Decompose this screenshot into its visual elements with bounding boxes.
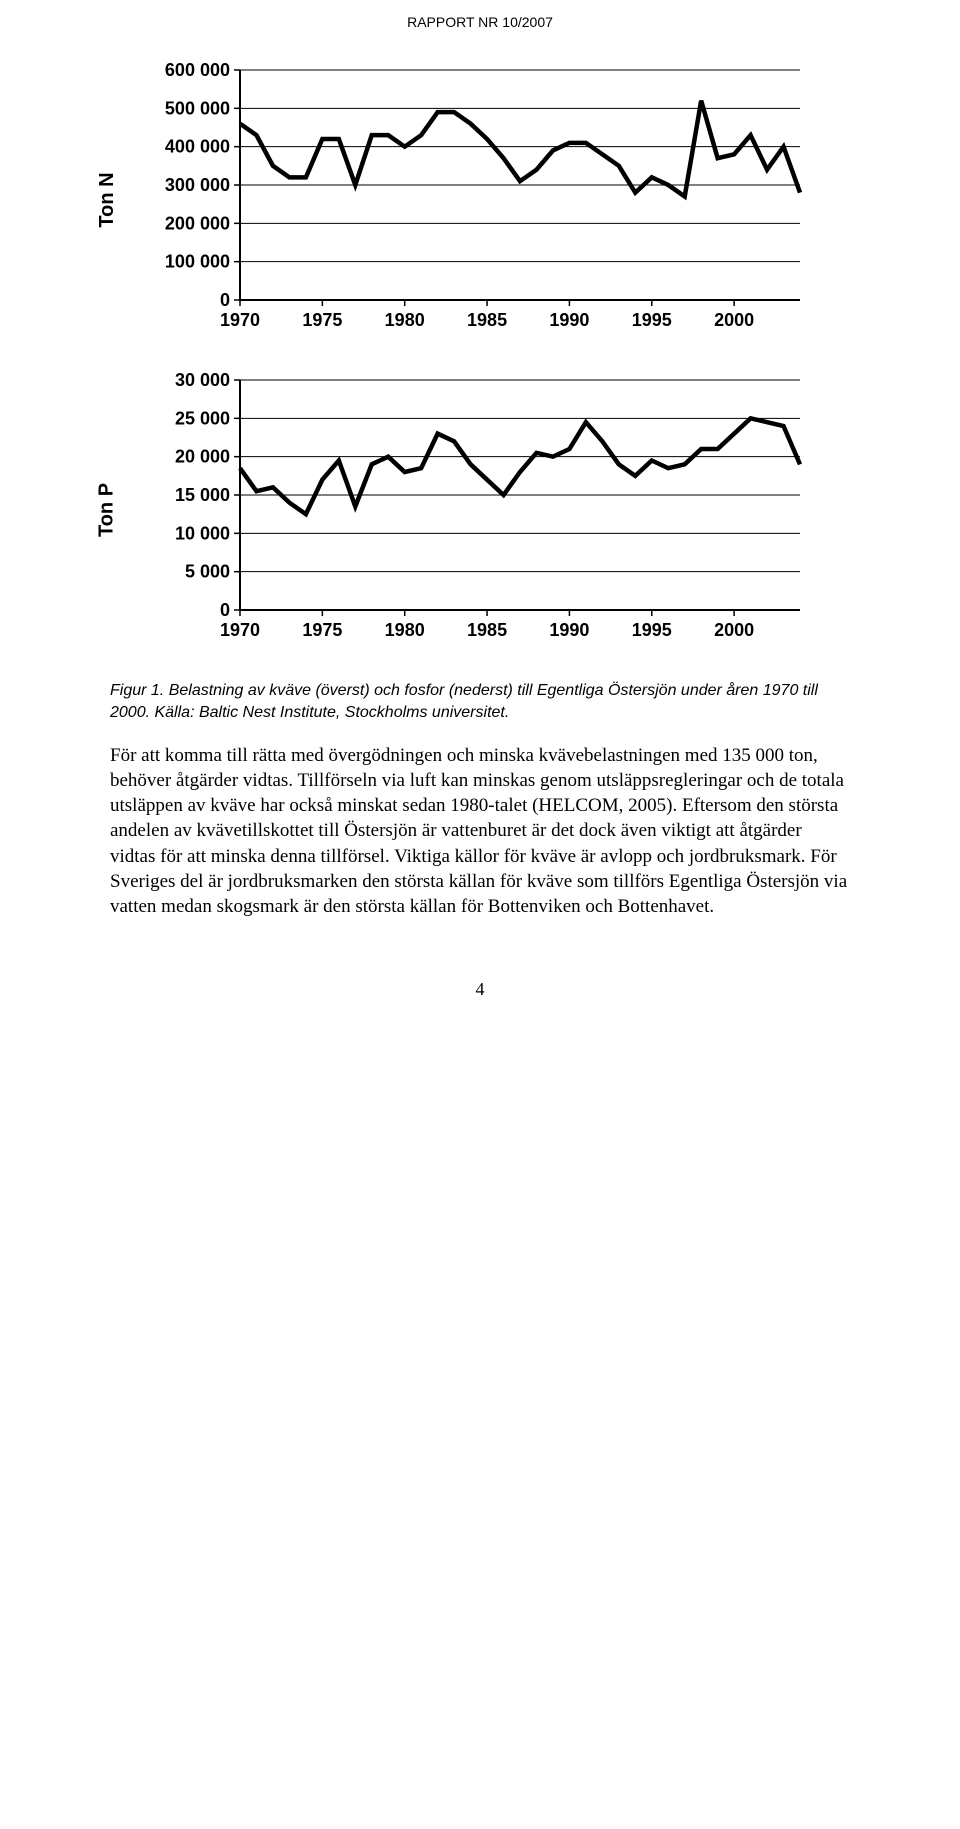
svg-text:1975: 1975	[302, 620, 342, 640]
svg-text:25 000: 25 000	[175, 408, 230, 428]
svg-text:1995: 1995	[632, 310, 672, 330]
svg-text:1980: 1980	[385, 620, 425, 640]
svg-text:1985: 1985	[467, 310, 507, 330]
svg-text:2000: 2000	[714, 620, 754, 640]
svg-text:15 000: 15 000	[175, 485, 230, 505]
svg-text:1990: 1990	[549, 620, 589, 640]
svg-text:1970: 1970	[220, 310, 260, 330]
chart-svg: 0 5 000 10 000 15 000 20 000 25 000 30 000 1970…	[150, 370, 810, 650]
body-paragraph: För att komma till rätta med övergödning…	[110, 743, 850, 919]
chart-svg: 0 100 000 200 000 300 000 400 000 500 000 600 …	[150, 60, 810, 340]
svg-text:200 000: 200 000	[165, 213, 230, 233]
svg-text:1990: 1990	[549, 310, 589, 330]
nitrogen-ylabel: Ton N	[96, 172, 119, 227]
svg-text:1995: 1995	[632, 620, 672, 640]
svg-text:400 000: 400 000	[165, 137, 230, 157]
svg-text:1985: 1985	[467, 620, 507, 640]
svg-text:10 000: 10 000	[175, 523, 230, 543]
figure-caption: Figur 1. Belastning av kväve (överst) oc…	[110, 680, 850, 723]
svg-text:100 000: 100 000	[165, 252, 230, 272]
svg-text:30 000: 30 000	[175, 370, 230, 390]
svg-text:1970: 1970	[220, 620, 260, 640]
nitrogen-chart: Ton N 0100 000200 000300 000400 000500 0…	[150, 60, 910, 340]
svg-text:0: 0	[220, 290, 230, 310]
report-header: RAPPORT NR 10/2007	[0, 0, 960, 60]
page: RAPPORT NR 10/2007 Ton N 0 100 000 200 000…	[0, 0, 960, 1040]
svg-text:1980: 1980	[385, 310, 425, 330]
page-number: 4	[0, 979, 960, 1000]
svg-text:600 000: 600 000	[165, 60, 230, 80]
svg-text:5 000: 5 000	[185, 562, 230, 582]
phosphorus-ylabel: Ton P	[96, 483, 119, 537]
svg-text:500 000: 500 000	[165, 98, 230, 118]
svg-text:2000: 2000	[714, 310, 754, 330]
svg-text:300 000: 300 000	[165, 175, 230, 195]
chart-area: Ton N 0 100 000 200 000 300 000 400 000 500 0…	[50, 60, 910, 650]
phosphorus-chart: Ton P 05 00010 00015 00020 00025 00030 0…	[150, 370, 910, 650]
svg-text:1975: 1975	[302, 310, 342, 330]
svg-text:0: 0	[220, 600, 230, 620]
svg-text:20 000: 20 000	[175, 447, 230, 467]
